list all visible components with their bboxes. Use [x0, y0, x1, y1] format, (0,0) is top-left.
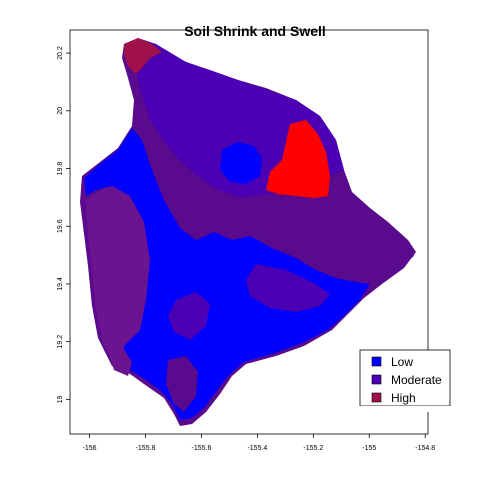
legend: Low Moderate High [356, 349, 456, 412]
legend-label-low: Low [391, 355, 413, 369]
southwest-coast-moderate [108, 346, 132, 376]
summit-low-zone [220, 142, 262, 184]
y-tick-label: 19.4 [57, 277, 64, 291]
south-moderate-patch [166, 356, 198, 412]
central-low-zone [84, 128, 370, 420]
east-moderate-band [246, 264, 330, 312]
x-tick-label: -155.4 [247, 445, 267, 452]
west-moderate-strip [86, 178, 156, 372]
y-tick-label: 20 [57, 107, 64, 115]
x-tick-label: -154.8 [415, 445, 435, 452]
y-axis: 19 19.2 19.4 19.6 19.8 20 20.2 [57, 46, 70, 403]
northeast-very-high-zone [266, 120, 330, 198]
legend-swatch-moderate [371, 374, 382, 385]
x-tick-label: -155.2 [303, 445, 323, 452]
x-tick-label: -155.8 [136, 445, 156, 452]
x-axis: -156 -155.8 -155.6 -155.4 -155.2 -155 -154.8 [83, 434, 435, 452]
plot-frame [69, 29, 429, 435]
map-title: Soil Shrink and Swell [184, 23, 326, 39]
y-tick-label: 19.8 [57, 162, 64, 176]
y-tick-label: 19 [57, 395, 64, 403]
legend-swatch-low [371, 356, 382, 367]
y-tick-label: 19.2 [57, 335, 64, 349]
x-tick-label: -155.6 [192, 445, 212, 452]
legend-label-moderate: Moderate [391, 373, 442, 387]
east-tail-moderate [338, 208, 414, 276]
y-tick-label: 20.2 [57, 46, 64, 60]
northwest-tip-high-zone [124, 38, 162, 74]
x-tick-label: -156 [83, 445, 97, 452]
legend-bottom-mask [356, 406, 456, 412]
island-map [80, 38, 416, 426]
legend-label-high: High [391, 391, 416, 405]
legend-swatch-high [371, 392, 382, 403]
y-tick-label: 19.6 [57, 219, 64, 233]
x-tick-label: -155 [362, 445, 376, 452]
mid-moderate-patch [168, 292, 210, 340]
